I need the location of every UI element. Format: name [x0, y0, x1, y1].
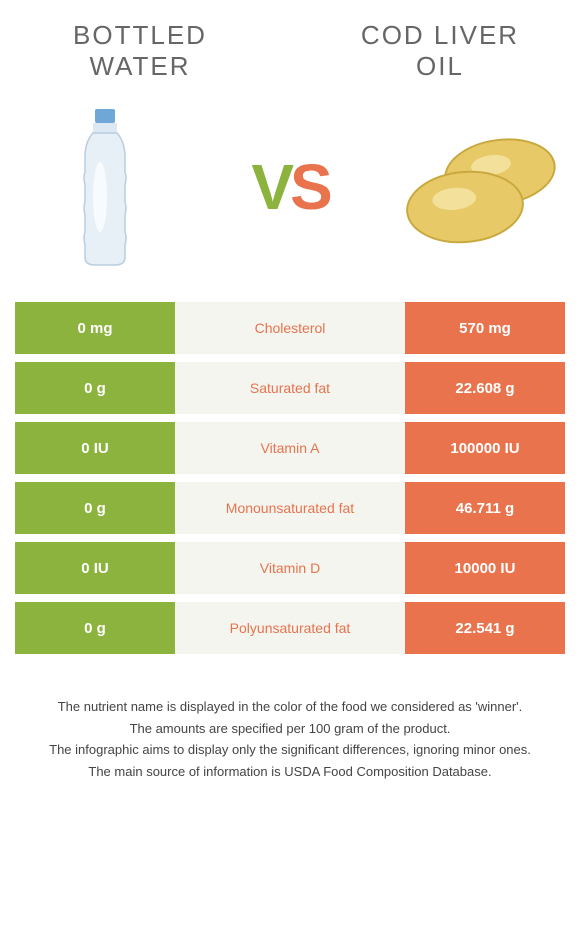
left-value: 0 g [15, 362, 175, 414]
right-value: 22.608 g [405, 362, 565, 414]
right-title-line2: Oil [340, 51, 540, 82]
right-title: Cod Liver Oil [340, 20, 540, 82]
table-row: 0 g Saturated fat 22.608 g [15, 362, 565, 414]
footer-line: The main source of information is USDA F… [25, 762, 555, 782]
right-value: 46.711 g [405, 482, 565, 534]
footer-notes: The nutrient name is displayed in the co… [0, 662, 580, 781]
water-bottle-icon [20, 102, 190, 272]
oil-capsule-icon [390, 102, 560, 272]
nutrient-name: Monounsaturated fat [175, 482, 405, 534]
nutrient-name: Vitamin D [175, 542, 405, 594]
vs-label: VS [251, 150, 328, 224]
left-value: 0 g [15, 482, 175, 534]
vs-s: S [290, 151, 329, 223]
footer-line: The amounts are specified per 100 gram o… [25, 719, 555, 739]
right-value: 22.541 g [405, 602, 565, 654]
left-value: 0 g [15, 602, 175, 654]
right-value: 100000 IU [405, 422, 565, 474]
left-value: 0 IU [15, 542, 175, 594]
table-row: 0 g Monounsaturated fat 46.711 g [15, 482, 565, 534]
nutrient-name: Vitamin A [175, 422, 405, 474]
table-row: 0 g Polyunsaturated fat 22.541 g [15, 602, 565, 654]
right-value: 570 mg [405, 302, 565, 354]
footer-line: The nutrient name is displayed in the co… [25, 697, 555, 717]
left-title: Bottled Water [40, 20, 240, 82]
nutrient-table: 0 mg Cholesterol 570 mg 0 g Saturated fa… [0, 302, 580, 654]
nutrient-name: Cholesterol [175, 302, 405, 354]
right-value: 10000 IU [405, 542, 565, 594]
left-value: 0 IU [15, 422, 175, 474]
table-row: 0 mg Cholesterol 570 mg [15, 302, 565, 354]
header: Bottled Water Cod Liver Oil [0, 0, 580, 92]
table-row: 0 IU Vitamin A 100000 IU [15, 422, 565, 474]
nutrient-name: Saturated fat [175, 362, 405, 414]
left-value: 0 mg [15, 302, 175, 354]
nutrient-name: Polyunsaturated fat [175, 602, 405, 654]
image-row: VS [0, 92, 580, 302]
left-title-line1: Bottled [40, 20, 240, 51]
table-row: 0 IU Vitamin D 10000 IU [15, 542, 565, 594]
right-title-line1: Cod Liver [340, 20, 540, 51]
vs-v: V [251, 151, 290, 223]
left-title-line2: Water [40, 51, 240, 82]
footer-line: The infographic aims to display only the… [25, 740, 555, 760]
